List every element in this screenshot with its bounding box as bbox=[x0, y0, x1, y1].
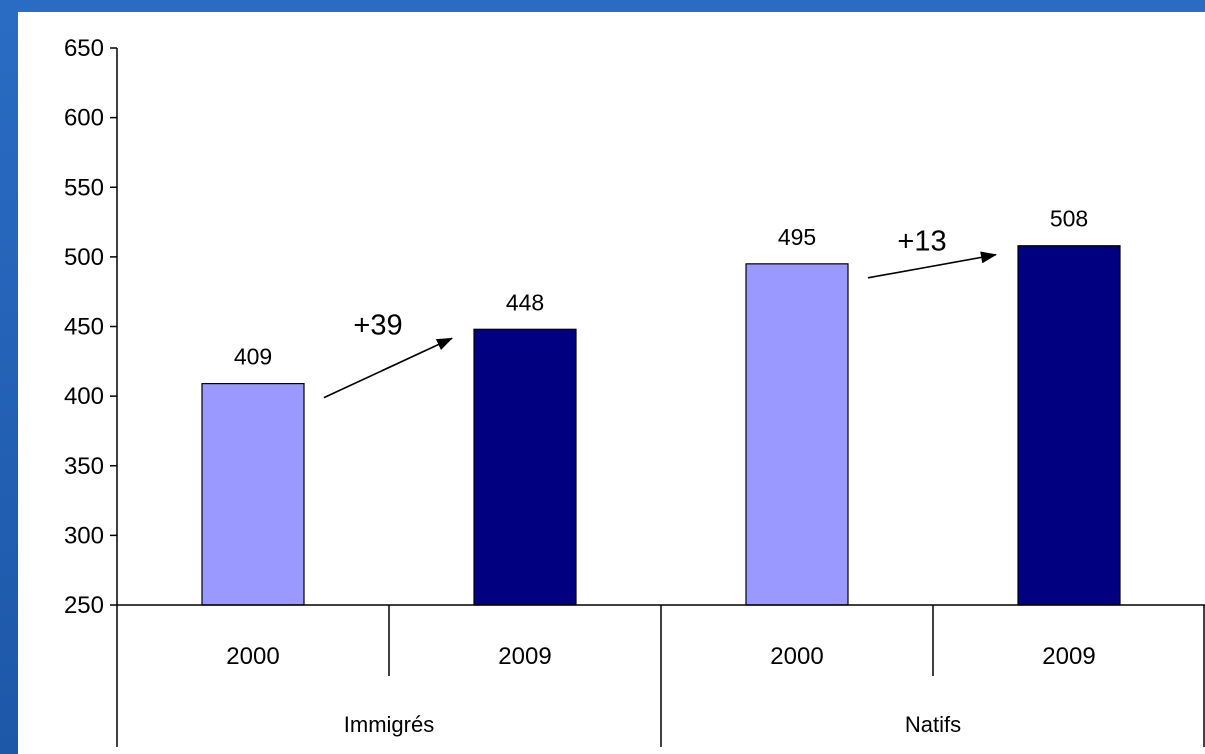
data-label: 409 bbox=[234, 344, 272, 370]
x-category-label: 2009 bbox=[1042, 643, 1095, 670]
y-tick-label: 350 bbox=[64, 453, 104, 480]
x-group-label: Natifs bbox=[905, 712, 961, 737]
y-tick-label: 400 bbox=[64, 383, 104, 410]
x-group-label: Immigrés bbox=[344, 712, 434, 737]
x-category-label: 2000 bbox=[770, 643, 823, 670]
bar-immigrs-2009 bbox=[473, 328, 577, 606]
bar-immigrs-2000 bbox=[201, 382, 305, 606]
change-annotation: +13 bbox=[897, 226, 946, 258]
y-tick-label: 450 bbox=[64, 314, 104, 341]
annotations: +39 +13 bbox=[323, 226, 997, 399]
change-arrow bbox=[323, 337, 453, 399]
y-tick-label: 600 bbox=[64, 105, 104, 132]
x-axis: 2000 2009 Immigrés 2000 2009 Natifs bbox=[116, 604, 1205, 747]
y-tick-label: 650 bbox=[64, 35, 104, 62]
change-arrow bbox=[867, 251, 997, 279]
y-tick-label: 500 bbox=[64, 244, 104, 271]
bar-natifs-2009 bbox=[1017, 245, 1121, 606]
x-category-label: 2000 bbox=[226, 643, 279, 670]
data-label: 508 bbox=[1050, 206, 1088, 232]
change-annotation: +39 bbox=[353, 309, 402, 341]
data-label: 495 bbox=[778, 224, 816, 250]
bars: 409 448 495 508 bbox=[201, 206, 1121, 606]
data-label: 448 bbox=[506, 289, 544, 315]
y-tick-label: 250 bbox=[64, 592, 104, 619]
bar-natifs-2000 bbox=[745, 263, 849, 606]
y-axis: 250 300 350 400 450 500 550 600 650 bbox=[64, 35, 118, 619]
y-tick-label: 300 bbox=[64, 522, 104, 549]
x-category-label: 2009 bbox=[498, 643, 551, 670]
y-tick-label: 550 bbox=[64, 174, 104, 201]
